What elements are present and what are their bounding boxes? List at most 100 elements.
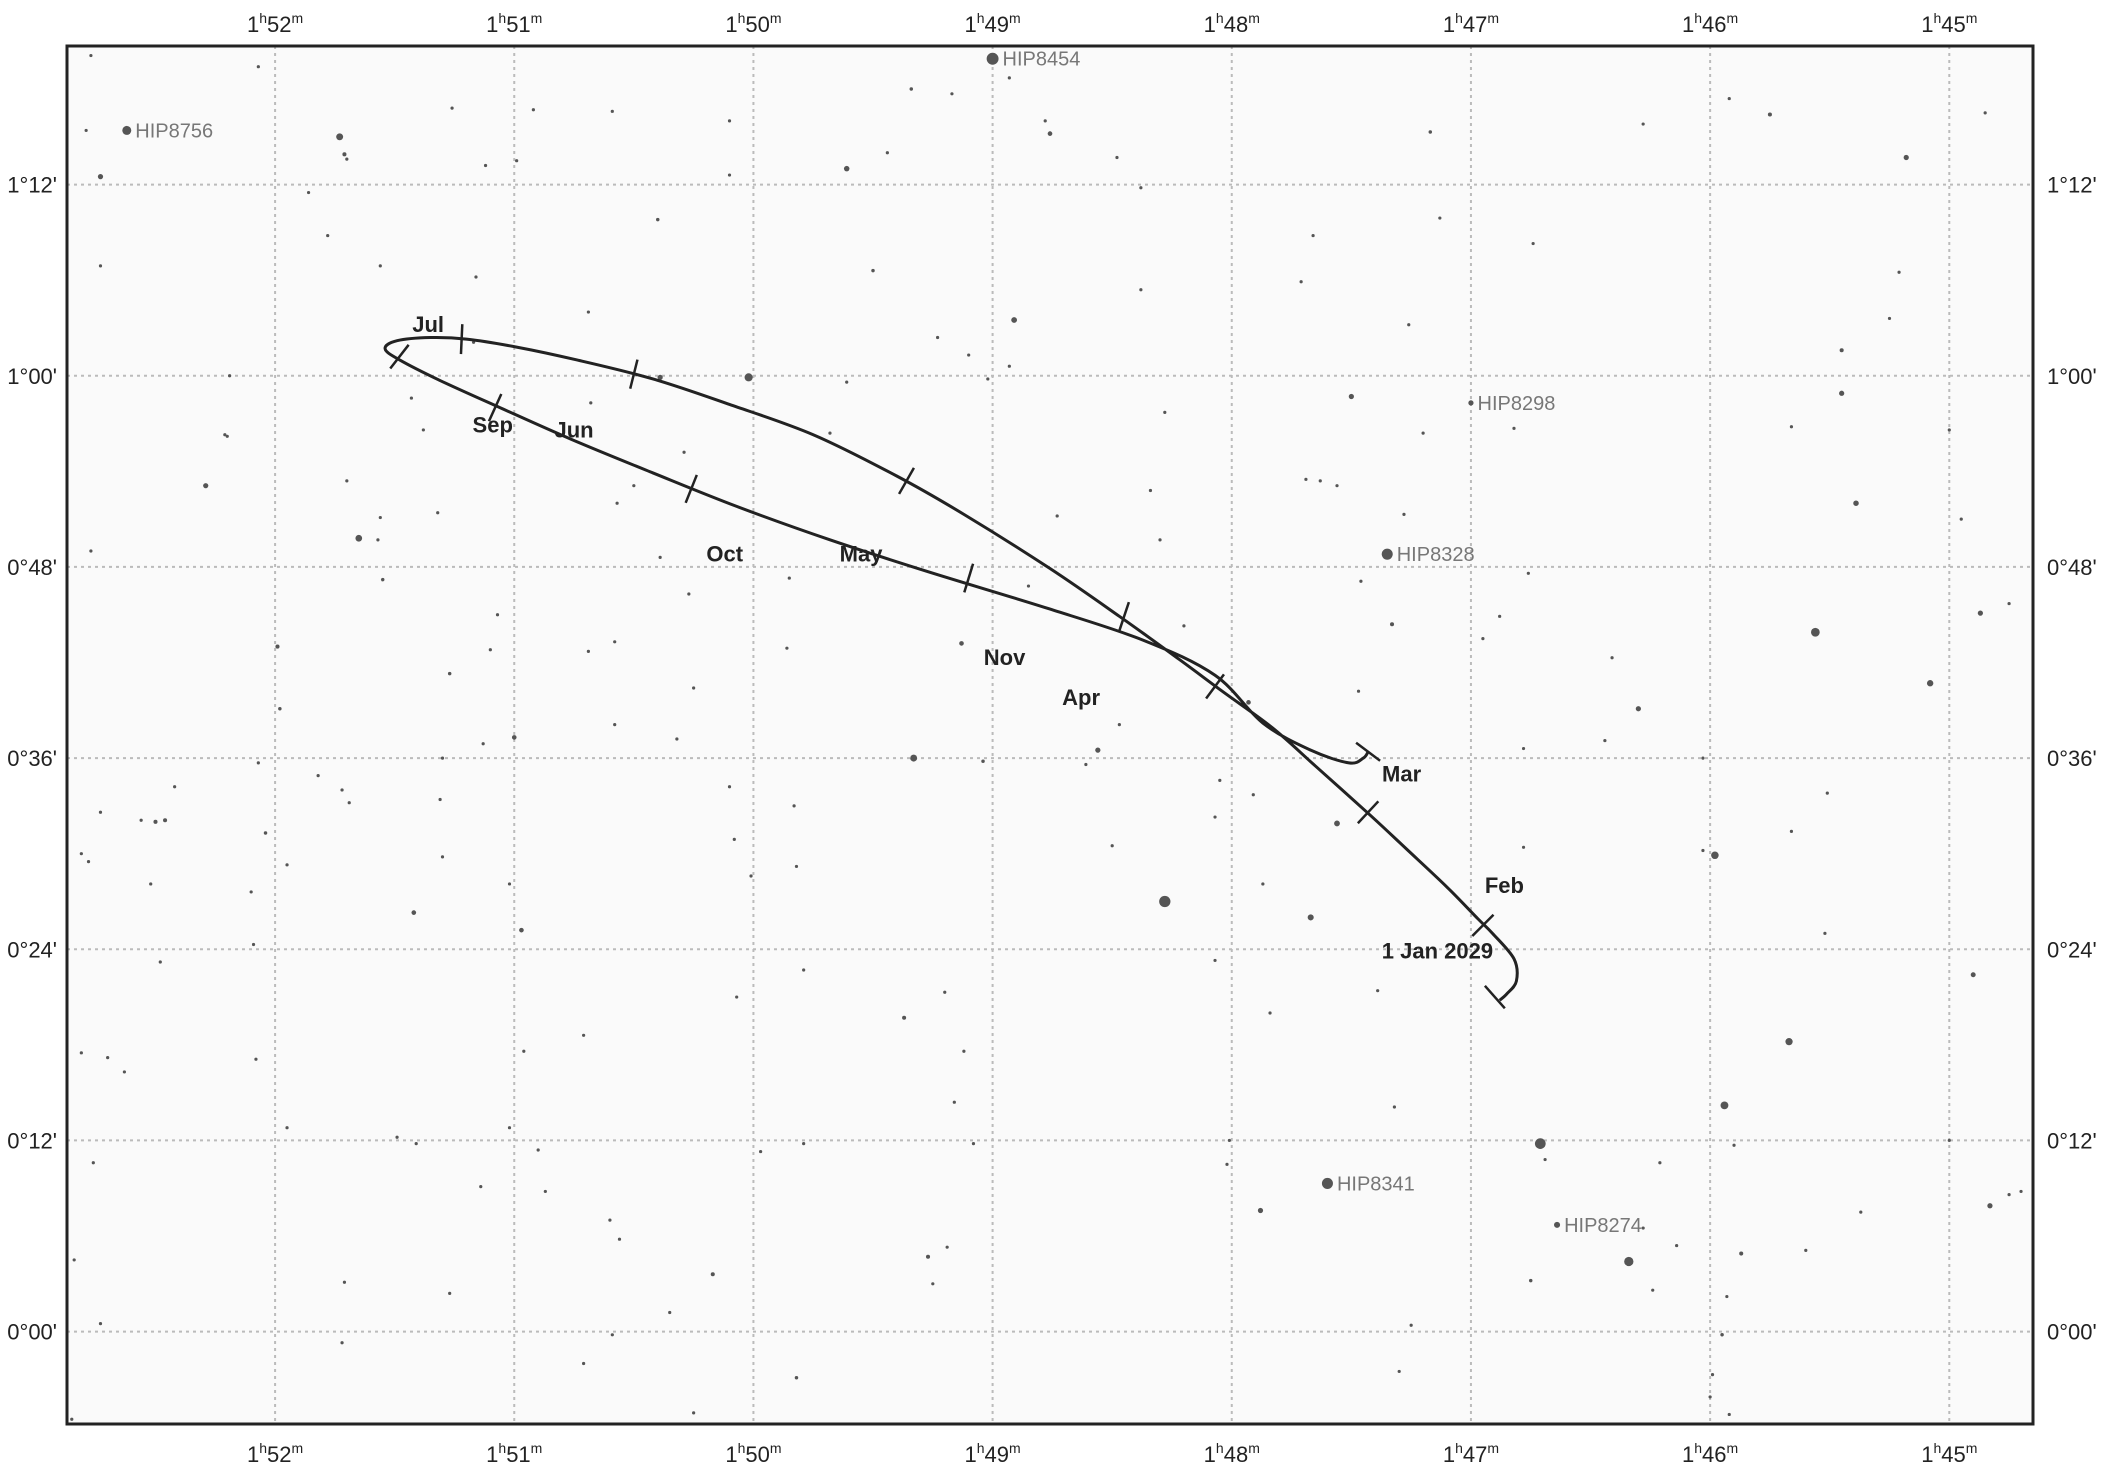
star	[483, 163, 488, 168]
dec-label-left: 1°00'	[7, 364, 57, 389]
star	[1926, 680, 1934, 687]
star	[1720, 1333, 1724, 1337]
dec-label-right: 1°12'	[2047, 173, 2097, 198]
star	[586, 649, 590, 653]
star	[440, 855, 445, 859]
star	[1334, 820, 1340, 827]
path-tick	[487, 393, 503, 422]
path-label-jun: Jun	[554, 417, 593, 442]
object-path	[383, 324, 1519, 1010]
star	[1084, 762, 1088, 767]
plot-frame	[65, 44, 2035, 1426]
star	[710, 1272, 715, 1277]
star	[1307, 914, 1314, 921]
star	[275, 644, 280, 649]
star-label-hip8274: HIP8274	[1564, 1215, 1642, 1237]
star	[1641, 122, 1645, 126]
star	[347, 801, 351, 805]
star	[1011, 317, 1018, 323]
star	[2007, 1192, 2011, 1197]
ra-label-bottom: 1h52m	[247, 1440, 303, 1465]
star	[1376, 989, 1380, 993]
star	[1225, 1162, 1229, 1166]
star	[727, 173, 732, 177]
star	[1043, 119, 1047, 123]
star	[843, 165, 850, 172]
star	[1804, 1248, 1808, 1252]
star	[658, 555, 662, 559]
star	[511, 735, 517, 740]
star	[668, 1310, 672, 1315]
star	[732, 837, 736, 841]
path-label-feb: Feb	[1485, 873, 1524, 898]
star-hip8298	[1468, 400, 1474, 406]
star-label-hip8756: HIP8756	[135, 120, 213, 142]
star	[173, 785, 177, 789]
star	[885, 151, 889, 155]
star	[802, 968, 806, 972]
star	[981, 759, 985, 764]
path-label-1-jan-2029: 1 Jan 2029	[1382, 938, 1493, 963]
dec-label-right: 0°24'	[2047, 937, 2097, 962]
path-tick	[628, 359, 639, 390]
star	[792, 804, 796, 808]
path-tick	[963, 563, 975, 593]
dec-label-right: 1°00'	[2047, 364, 2097, 389]
star	[1983, 111, 1987, 115]
star	[536, 1148, 540, 1152]
star	[787, 576, 791, 580]
path-tick	[1356, 800, 1380, 825]
star	[414, 1142, 418, 1146]
star	[1047, 131, 1053, 136]
path-label-apr: Apr	[1062, 685, 1100, 710]
star-hip8756	[122, 125, 132, 135]
star	[84, 128, 88, 133]
star-hip8454	[986, 52, 999, 65]
star	[794, 1376, 799, 1380]
star	[794, 864, 799, 869]
star	[474, 275, 478, 279]
dec-label-left: 0°48'	[7, 555, 57, 580]
path-tick	[389, 344, 410, 370]
coordinate-grid	[67, 46, 2033, 1424]
star	[1115, 155, 1119, 160]
star	[986, 377, 990, 381]
star	[1421, 431, 1425, 435]
star	[1610, 656, 1614, 660]
star	[340, 1341, 344, 1345]
star	[1159, 895, 1171, 908]
ra-label-bottom: 1h50m	[725, 1440, 781, 1465]
star	[950, 92, 954, 96]
star	[608, 1218, 612, 1222]
star	[72, 1258, 76, 1262]
dec-label-left: 0°36'	[7, 746, 57, 771]
dec-label-right: 0°00'	[2047, 1320, 2097, 1345]
star	[682, 450, 686, 454]
ra-label-bottom: 1h51m	[486, 1440, 542, 1465]
star	[543, 1189, 547, 1194]
star	[2007, 601, 2011, 606]
star	[395, 1135, 399, 1139]
star	[1402, 512, 1406, 516]
path-label-oct: Oct	[706, 542, 743, 567]
star	[1299, 280, 1303, 284]
star	[488, 648, 492, 652]
star	[1720, 1101, 1729, 1110]
star	[1304, 477, 1308, 481]
path-tick	[897, 467, 916, 495]
star	[1182, 624, 1186, 628]
path-tick	[459, 324, 464, 355]
star	[376, 538, 380, 542]
star	[1498, 614, 1502, 618]
star	[1397, 1369, 1401, 1374]
star	[149, 882, 153, 886]
star	[1823, 931, 1827, 935]
star	[959, 641, 964, 646]
star	[79, 852, 83, 856]
ra-label-top: 1h51m	[486, 10, 542, 37]
star	[163, 818, 168, 823]
ra-label-bottom: 1h49m	[964, 1440, 1020, 1465]
dec-label-left: 0°24'	[7, 937, 57, 962]
dec-label-left: 0°00'	[7, 1320, 57, 1345]
star-field	[70, 52, 2023, 1421]
